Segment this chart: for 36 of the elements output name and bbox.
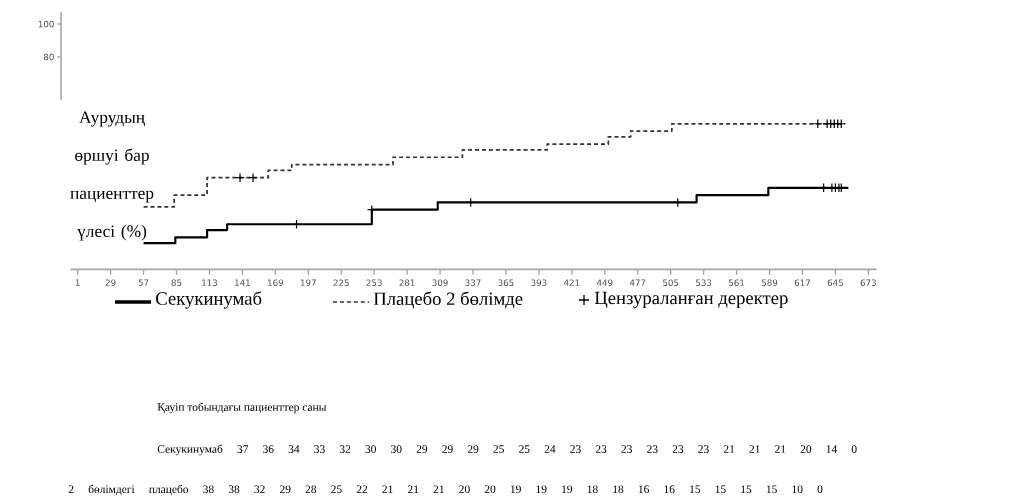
x-tick-label: 1 bbox=[75, 279, 80, 286]
legend-label: Плацебо 2 бөлімде bbox=[373, 291, 523, 309]
x-tick-label: 337 bbox=[465, 279, 481, 286]
legend-label: Цензураланған деректер bbox=[594, 291, 788, 309]
x-tick-label: 589 bbox=[761, 279, 778, 286]
x-tick-label: 85 bbox=[171, 279, 182, 286]
x-tick-label: 533 bbox=[696, 279, 712, 286]
x-tick-label: 225 bbox=[333, 279, 349, 286]
x-tick-label: 673 bbox=[860, 279, 876, 286]
text: Қауіп тобындағы пациенттер саны bbox=[157, 402, 327, 414]
x-tick-label: 29 bbox=[105, 279, 116, 286]
text: 2 бөлімдегі плацебо 38 38 32 29 28 25 22 21 21 21 20 20 19 19 19 18 18 16 16 15 15 15 15 10 0 bbox=[68, 484, 823, 496]
x-tick-label: 253 bbox=[366, 279, 382, 286]
x-tick-label: 561 bbox=[728, 279, 745, 286]
x-tick-label: 197 bbox=[300, 279, 316, 286]
text: 100 bbox=[38, 20, 54, 28]
point bbox=[248, 172, 258, 183]
x-tick-label: 57 bbox=[138, 279, 149, 286]
text: 80 bbox=[43, 53, 54, 61]
text: Секукинумаб 37 36 34 33 32 30 30 29 29 29 25 25 24 23 23 23 23 23 23 21 21 21 20 14 0 bbox=[157, 444, 857, 456]
text: Аурудың өршуі бар пациенттер үлесі (%) bbox=[70, 111, 154, 241]
x-tick-label: 449 bbox=[596, 279, 613, 286]
point bbox=[235, 172, 245, 183]
x-tick-label: 477 bbox=[629, 279, 646, 286]
x-tick-label: 505 bbox=[663, 279, 679, 286]
x-tick-label: 169 bbox=[268, 279, 283, 286]
x-tick-label: 281 bbox=[399, 279, 415, 286]
x-tick-label: 645 bbox=[827, 279, 843, 286]
x-tick-label: 309 bbox=[432, 279, 448, 286]
x-tick-label: 113 bbox=[202, 279, 218, 286]
x-tick-label: 141 bbox=[235, 279, 250, 286]
x-tick-label: 617 bbox=[794, 279, 810, 286]
x-tick-label: 421 bbox=[564, 279, 580, 286]
legend-label: Секукинумаб bbox=[156, 291, 262, 309]
x-tick-label: 365 bbox=[498, 279, 514, 286]
x-tick-label: 393 bbox=[531, 279, 547, 286]
